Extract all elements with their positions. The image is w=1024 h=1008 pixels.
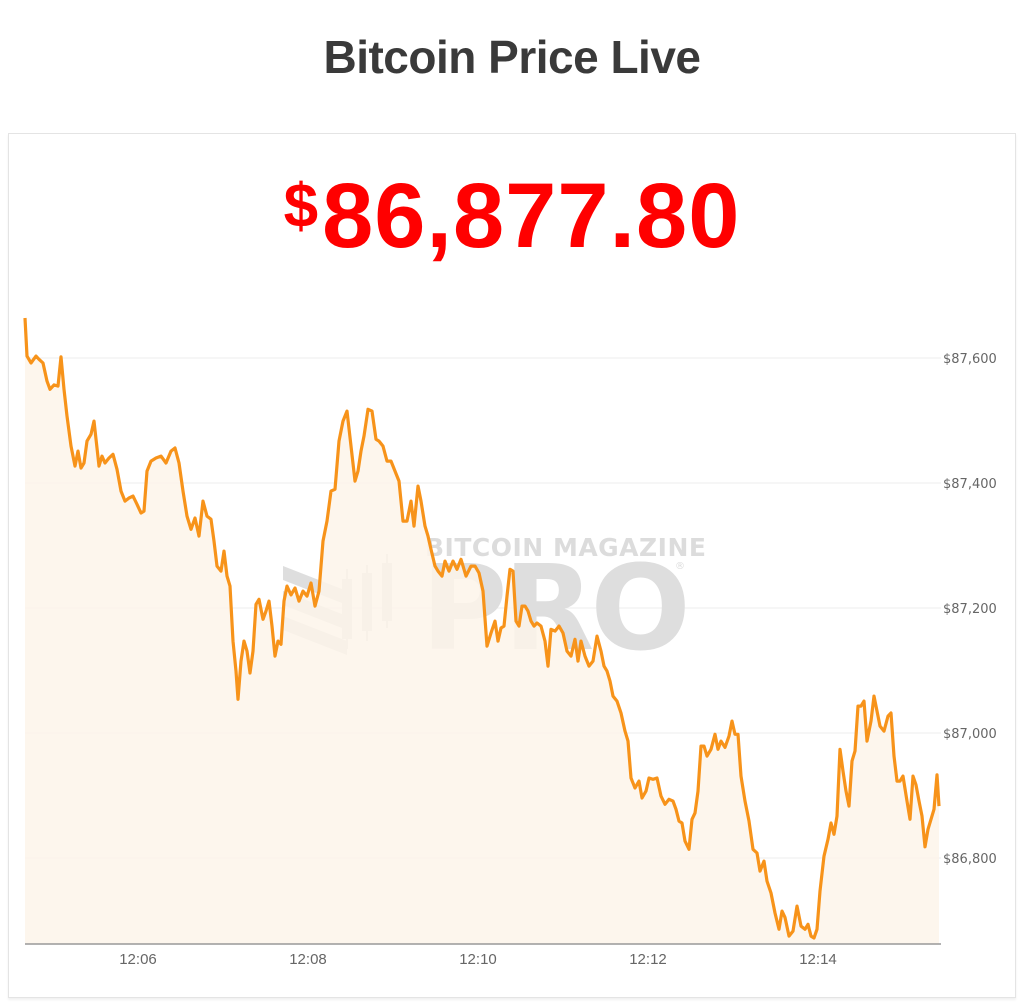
x-axis-labels: 12:06 12:08 12:10 12:12 12:14 (119, 951, 837, 968)
currency-symbol: $ (283, 172, 319, 241)
price-area-fill (25, 318, 939, 944)
x-tick-label: 12:06 (119, 951, 157, 968)
price-value: 86,877.80 (322, 165, 741, 267)
x-tick-label: 12:10 (459, 951, 497, 968)
y-tick-label: $87,000 (943, 727, 997, 742)
y-axis-labels: $86,800 $87,000 $87,200 $87,400 $87,600 (943, 352, 997, 867)
page-title: Bitcoin Price Live (323, 31, 701, 83)
x-tick-label: 12:12 (629, 951, 667, 968)
y-tick-label: $87,600 (943, 352, 997, 367)
price-line (23, 317, 941, 940)
registered-mark: ® (675, 561, 685, 572)
price-chart-card: $86,877.80 BITCOIN MAGAZINE PRO ® $86,80… (8, 133, 1016, 998)
y-tick-label: $87,200 (943, 602, 997, 617)
y-tick-label: $87,400 (943, 477, 997, 492)
watermark-text: BITCOIN MAGAZINE (425, 533, 706, 562)
price-chart[interactable]: BITCOIN MAGAZINE PRO ® $86,800$87,000$87… (9, 134, 1015, 997)
current-price: $86,877.80 (9, 164, 1015, 269)
x-tick-label: 12:08 (289, 951, 327, 968)
x-tick-label: 12:14 (799, 951, 837, 968)
y-tick-label: $86,800 (943, 852, 997, 867)
